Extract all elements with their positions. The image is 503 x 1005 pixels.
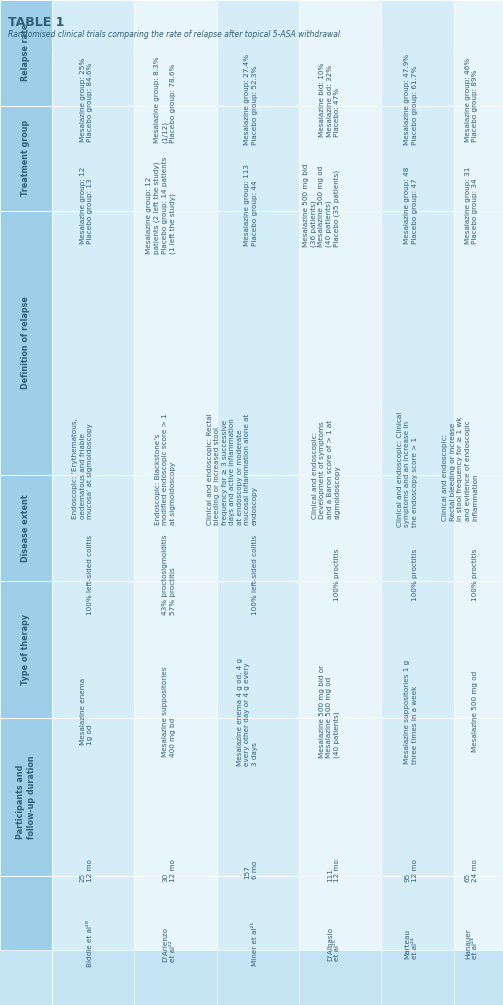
Bar <box>134 718 217 876</box>
Text: 25
12 mo: 25 12 mo <box>79 858 93 881</box>
Text: 100% proctitis: 100% proctitis <box>472 549 478 601</box>
Bar <box>134 0 217 106</box>
Bar <box>0 0 503 55</box>
Text: 65
24 mo: 65 24 mo <box>465 858 478 881</box>
Bar <box>134 876 217 950</box>
Bar <box>299 475 381 581</box>
Text: 111
12 mo: 111 12 mo <box>327 858 340 881</box>
Bar <box>381 106 454 211</box>
Bar <box>381 0 454 106</box>
Text: Mesalazine 500 mg bid or
Mesalazine 500 mg od
(40 patients): Mesalazine 500 mg bid or Mesalazine 500 … <box>319 665 340 759</box>
Bar <box>52 581 134 718</box>
Bar <box>52 876 134 950</box>
Text: Mesalazine 500 mg bid
(36 patients)
Mesalazine 500 mg od
(40 patients)
Placebo (: Mesalazine 500 mg bid (36 patients) Mesa… <box>303 164 340 247</box>
Bar <box>299 0 381 106</box>
Text: Participants and
follow-up duration: Participants and follow-up duration <box>16 755 36 839</box>
Text: Mesalazine group: 46%
Placebo group: 89%: Mesalazine group: 46% Placebo group: 89% <box>465 57 478 142</box>
Text: Mesalazine group: 25%
Placebo group: 84.6%: Mesalazine group: 25% Placebo group: 84.… <box>79 57 93 142</box>
Bar <box>0 876 52 950</box>
Bar <box>454 581 503 718</box>
Bar <box>134 475 217 581</box>
Bar <box>0 211 52 475</box>
Text: Mesalazine bid: 10%
Mesalazine od: 32%
Placebo: 47%: Mesalazine bid: 10% Mesalazine od: 32% P… <box>319 62 340 137</box>
Text: Mesalazine group: 31
Placebo group: 34: Mesalazine group: 31 Placebo group: 34 <box>465 167 478 244</box>
Bar <box>381 211 454 475</box>
Text: Randomised clinical trials comparing the rate of relapse after topical 5-ASA wit: Randomised clinical trials comparing the… <box>8 30 340 39</box>
Text: Clinical and endoscopic:
Development of symptoms
and a Baron score of > 1 at
sig: Clinical and endoscopic: Development of … <box>312 419 340 519</box>
Bar <box>0 475 52 581</box>
Bar <box>299 876 381 950</box>
Bar <box>0 0 52 106</box>
Bar <box>52 475 134 581</box>
Text: Mesalazine group: 8.3%
(1/12)
Placebo group: 78.6%: Mesalazine group: 8.3% (1/12) Placebo gr… <box>154 56 176 143</box>
Text: 100% proctitis: 100% proctitis <box>334 549 340 601</box>
Bar <box>381 581 454 718</box>
Bar <box>217 718 299 876</box>
Bar <box>52 0 134 106</box>
Text: Endoscopic: Blackstone’s
modified endoscopic score > 1
at sigmoidoscopy: Endoscopic: Blackstone’s modified endosc… <box>154 413 176 525</box>
Text: Endoscopic: ‘Erythematous,
oedematous and friable
mucosa’ at sigmoidoscopy: Endoscopic: ‘Erythematous, oedematous an… <box>72 418 93 520</box>
Text: Mesalazine enema
1g od: Mesalazine enema 1g od <box>79 678 93 746</box>
Text: 100% left-sided colitis: 100% left-sided colitis <box>252 535 258 615</box>
Text: Mesalazine group: 113
Placebo group: 44: Mesalazine group: 113 Placebo group: 44 <box>244 164 258 246</box>
Text: Treatment group: Treatment group <box>22 121 31 196</box>
Text: Hanauer
et al²³: Hanauer et al²³ <box>465 929 478 960</box>
Text: Mesalazine 500 mg od: Mesalazine 500 mg od <box>472 671 478 753</box>
Bar <box>454 718 503 876</box>
Text: Relapse rate: Relapse rate <box>22 24 31 81</box>
Bar <box>0 106 52 211</box>
Bar <box>454 876 503 950</box>
Text: D’Arienzo
et al²²: D’Arienzo et al²² <box>162 927 176 962</box>
Text: Disease extent: Disease extent <box>22 494 31 562</box>
Bar <box>217 211 299 475</box>
Bar <box>381 475 454 581</box>
Text: Miner et al²¹: Miner et al²¹ <box>252 922 258 966</box>
Bar <box>134 211 217 475</box>
Bar <box>0 718 52 876</box>
Bar <box>299 106 381 211</box>
Text: Mesalazine group: 12
Placebo group: 13: Mesalazine group: 12 Placebo group: 13 <box>79 167 93 244</box>
Text: 95
12 mo: 95 12 mo <box>404 858 417 881</box>
Text: 157
6 mo: 157 6 mo <box>244 861 258 879</box>
Bar <box>217 581 299 718</box>
Text: Mesalazine suppositories
400 mg bd: Mesalazine suppositories 400 mg bd <box>162 666 176 757</box>
Bar <box>299 718 381 876</box>
Text: Clinical and endoscopic: Clinical
symptoms and an increase in
the endoscopy scor: Clinical and endoscopic: Clinical sympto… <box>397 411 417 527</box>
Bar <box>52 211 134 475</box>
Bar <box>217 475 299 581</box>
Bar <box>299 581 381 718</box>
Text: Type of therapy: Type of therapy <box>22 614 31 684</box>
Text: 43% proctosigmoiditis
57% proctitis: 43% proctosigmoiditis 57% proctitis <box>162 535 176 615</box>
Text: Clinical and endoscopic:
Rectal bleeding or increase
in stool frequency for ≥ 1 : Clinical and endoscopic: Rectal bleeding… <box>443 417 478 522</box>
Text: Mesalazine enema 4 g od, 4 g
every other day or 4 g every
3 days: Mesalazine enema 4 g od, 4 g every other… <box>237 657 258 766</box>
Text: D’Albasio
et al²⁵: D’Albasio et al²⁵ <box>327 927 340 961</box>
Text: Mesalazine group: 12
patients (2 left the study)
Placebo group: 14 patients
(1 l: Mesalazine group: 12 patients (2 left th… <box>146 157 176 254</box>
Text: Mesalazine group: 27.4%
Placebo group: 52.3%: Mesalazine group: 27.4% Placebo group: 5… <box>244 54 258 145</box>
Bar <box>454 211 503 475</box>
Bar <box>381 876 454 950</box>
Text: Definition of relapse: Definition of relapse <box>22 296 31 390</box>
Text: Marteau
et al²⁴: Marteau et al²⁴ <box>404 929 417 959</box>
Text: 30
12 mo: 30 12 mo <box>162 858 176 881</box>
Text: Mesalazine group: 47.9%
Placebo group: 61.7%: Mesalazine group: 47.9% Placebo group: 6… <box>404 54 417 145</box>
Bar <box>299 211 381 475</box>
Text: Mesalazine group: 48
Placebo group: 47: Mesalazine group: 48 Placebo group: 47 <box>404 167 417 244</box>
Bar <box>134 106 217 211</box>
Bar <box>381 718 454 876</box>
Bar <box>52 718 134 876</box>
Bar <box>217 876 299 950</box>
Bar <box>454 106 503 211</box>
Text: Clinical and endoscopic: Rectal
bleeding or increased stool
frequency for ≥ 3 su: Clinical and endoscopic: Rectal bleeding… <box>207 413 258 525</box>
Bar <box>52 106 134 211</box>
Text: 100% left-sided colitis: 100% left-sided colitis <box>87 535 93 615</box>
Bar <box>454 0 503 106</box>
Text: Biddle et al²⁶: Biddle et al²⁶ <box>87 921 93 968</box>
Bar <box>454 475 503 581</box>
Bar <box>0 581 52 718</box>
Bar <box>217 106 299 211</box>
Bar <box>134 581 217 718</box>
Text: 100% proctitis: 100% proctitis <box>411 549 417 601</box>
Text: Mesalazine suppositories 1 g
three times in a week: Mesalazine suppositories 1 g three times… <box>404 659 417 764</box>
Bar <box>217 0 299 106</box>
Text: TABLE 1: TABLE 1 <box>8 16 64 29</box>
